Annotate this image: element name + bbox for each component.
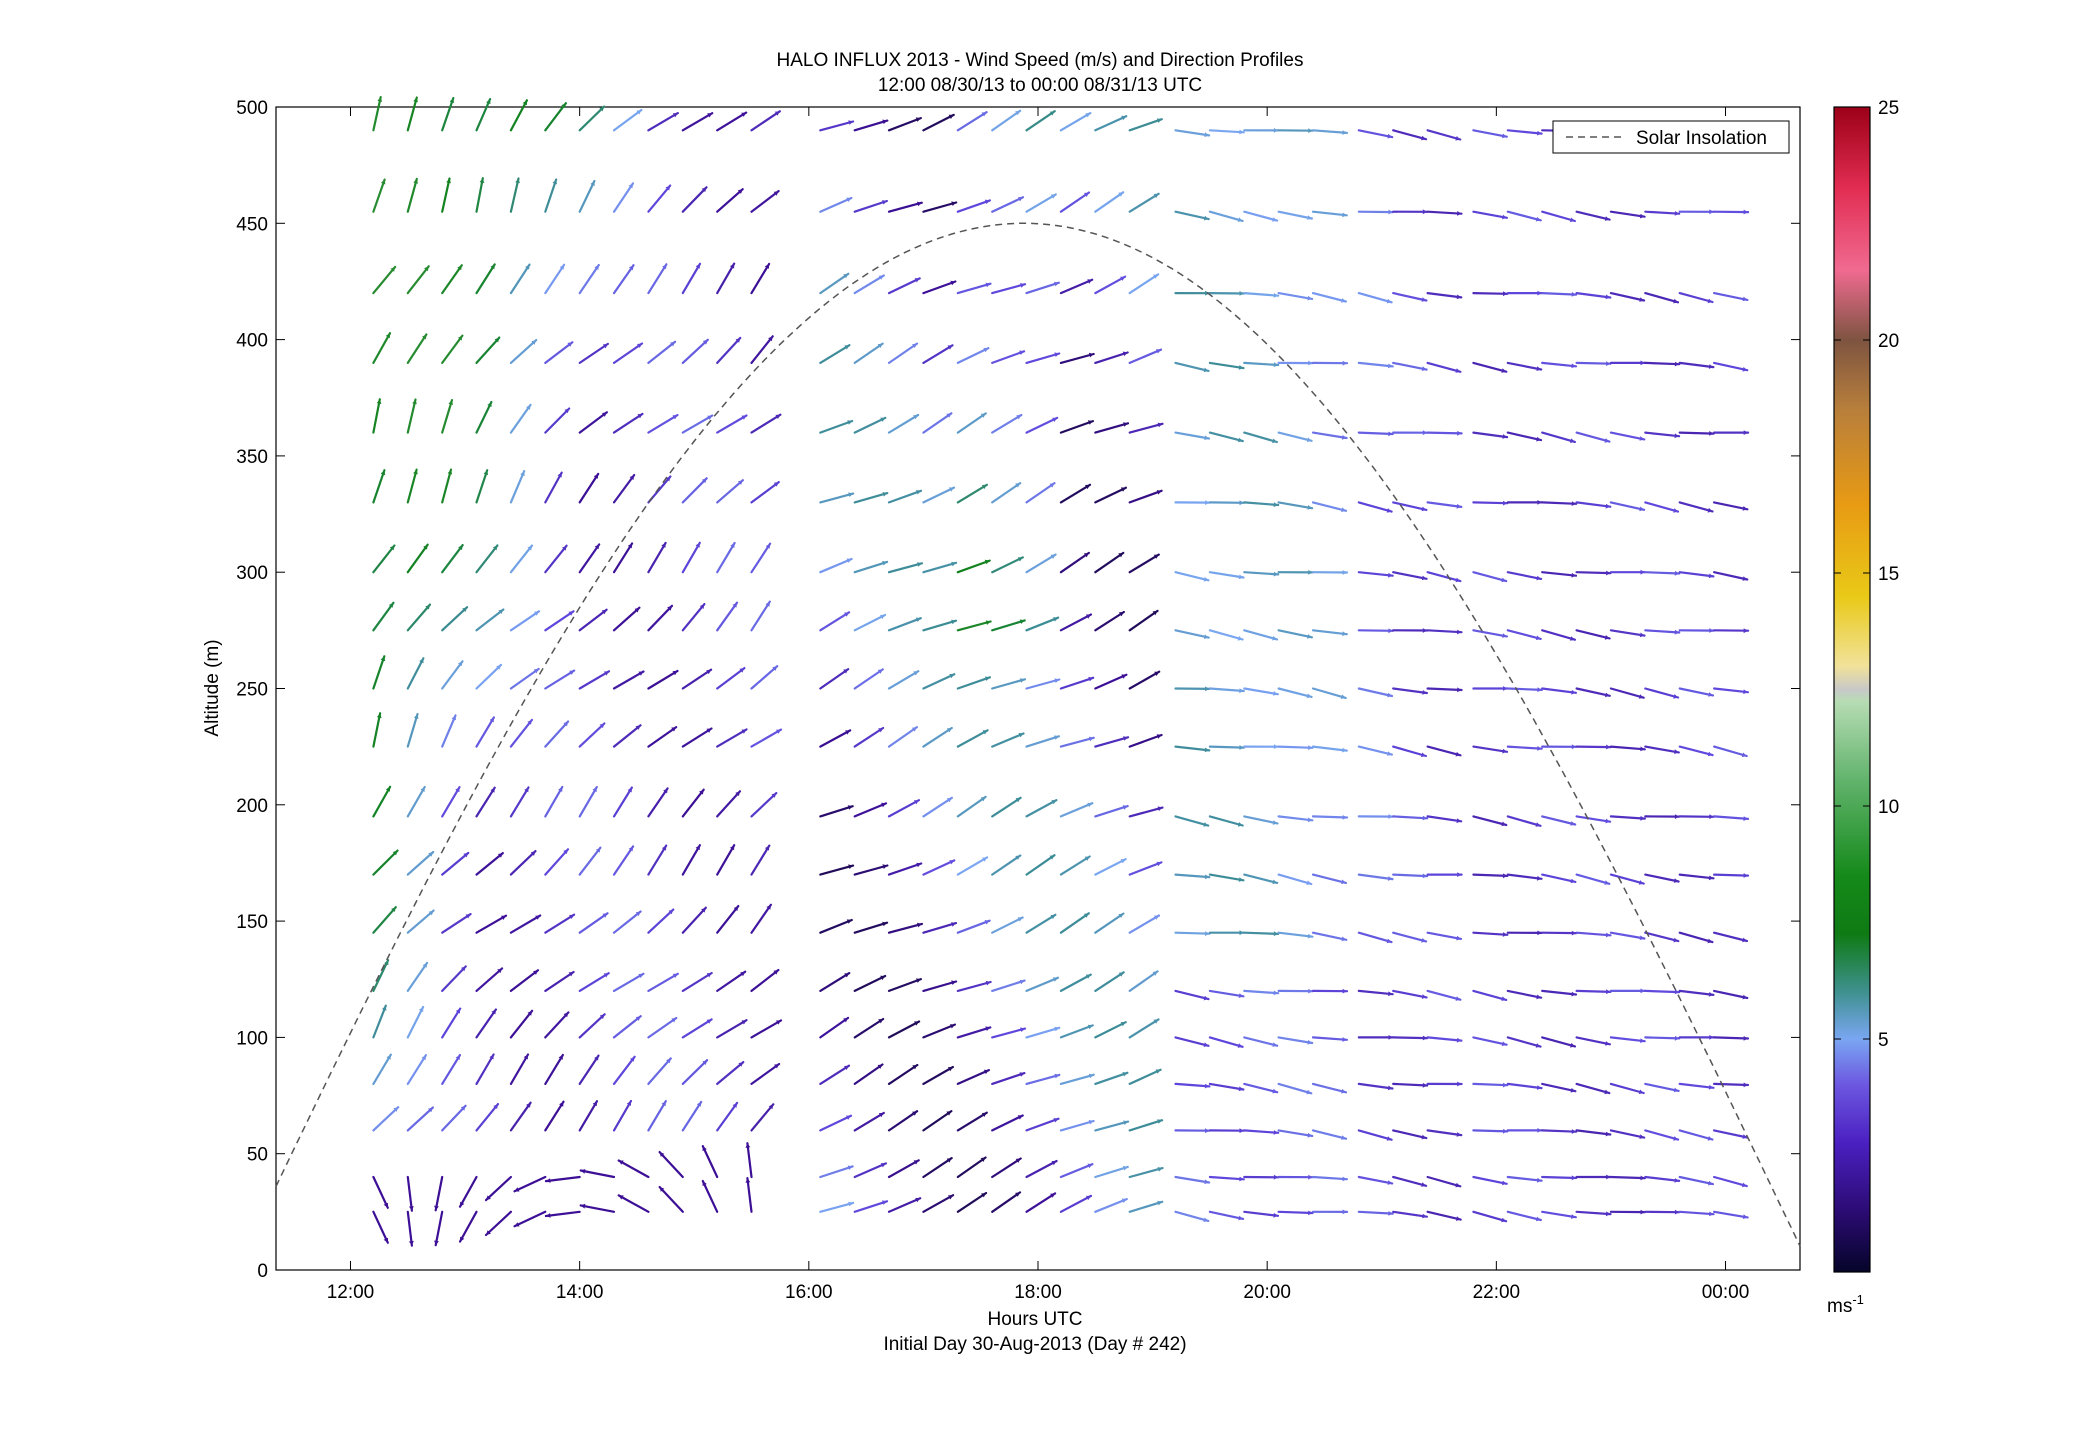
x-tick-label: 14:00 [556, 1282, 604, 1303]
colorbar-unit-base: ms [1827, 1296, 1852, 1317]
wind-vector [1359, 630, 1393, 631]
wind-vector [1176, 933, 1210, 934]
y-axis-label: Altitude (m) [202, 639, 223, 736]
y-tick-label: 0 [257, 1261, 268, 1282]
y-tick-label: 450 [236, 214, 268, 235]
wind-vector [1393, 1037, 1427, 1038]
x-axis-label: Hours UTC [987, 1309, 1082, 1330]
wind-vector [1680, 433, 1714, 434]
x-axis-sublabel: Initial Day 30-Aug-2013 (Day # 242) [883, 1334, 1186, 1355]
colorbar-unit-label: ms-1 [1827, 1292, 1864, 1317]
wind-vector [1473, 875, 1507, 876]
chart-subtitle: 12:00 08/30/13 to 00:00 08/31/13 UTC [878, 75, 1202, 96]
x-tick-label: 18:00 [1014, 1282, 1062, 1303]
wind-vector [1279, 1212, 1313, 1213]
wind-vector [1473, 293, 1507, 294]
wind-vector [1473, 502, 1507, 503]
x-tick-label: 20:00 [1243, 1282, 1291, 1303]
wind-vector [1714, 875, 1748, 876]
plot-area [276, 107, 1800, 1270]
wind-vector [1393, 875, 1427, 877]
wind-vector [1279, 747, 1313, 748]
y-tick-label: 300 [236, 563, 268, 584]
wind-vector [1473, 1084, 1507, 1085]
wind-vector [1577, 363, 1611, 364]
wind-vector [1508, 689, 1542, 690]
wind-vector [1577, 747, 1611, 748]
colorbar-tick-label: 15 [1878, 564, 1899, 585]
y-tick-label: 150 [236, 912, 268, 933]
y-tick-label: 400 [236, 331, 268, 352]
wind-vector [1428, 433, 1462, 434]
wind-vector [1210, 747, 1244, 748]
wind-vector [1645, 572, 1679, 573]
colorbar-tick-label: 5 [1878, 1030, 1889, 1051]
x-tick-label: 16:00 [785, 1282, 833, 1303]
x-tick-label: 22:00 [1473, 1282, 1521, 1303]
colorbar-tick-label: 10 [1878, 797, 1899, 818]
wind-vector [1542, 293, 1576, 295]
wind-vector [1313, 816, 1347, 817]
wind-vector [1473, 1130, 1507, 1131]
x-tick-label: 12:00 [327, 1282, 375, 1303]
wind-vector [1645, 1037, 1679, 1038]
y-tick-label: 350 [236, 447, 268, 468]
colorbar: 5 10 15 20 25 ms-1 [1827, 98, 1899, 1317]
y-tick-label: 200 [236, 796, 268, 817]
y-tick-label: 50 [247, 1145, 268, 1166]
wind-vector [1645, 363, 1679, 364]
wind-vector [1542, 502, 1576, 503]
x-tick-label: 00:00 [1702, 1282, 1750, 1303]
y-tick-label: 250 [236, 680, 268, 701]
wind-vector [1428, 689, 1462, 691]
colorbar-tick-label: 20 [1878, 331, 1899, 352]
colorbar-tick-label: 25 [1878, 98, 1899, 119]
legend-entry-solar: Solar Insolation [1636, 128, 1767, 149]
wind-vector [1359, 433, 1393, 434]
wind-vector [1244, 933, 1278, 934]
wind-vector [1542, 1177, 1576, 1178]
legend: Solar Insolation [1553, 121, 1789, 153]
y-tick-label: 100 [236, 1028, 268, 1049]
colorbar-unit-exponent: -1 [1852, 1292, 1864, 1307]
colorbar-gradient [1834, 107, 1870, 1272]
wind-vector [1577, 991, 1611, 992]
wind-vector [1714, 1084, 1748, 1085]
wind-vector [1611, 1177, 1645, 1178]
chart-title: HALO INFLUX 2013 - Wind Speed (m/s) and … [777, 50, 1304, 71]
wind-vector [1645, 991, 1679, 992]
wind-vector [1577, 572, 1611, 573]
wind-vector [1714, 1037, 1748, 1038]
wind-vector [1542, 1130, 1576, 1131]
y-tick-label: 500 [236, 98, 268, 119]
